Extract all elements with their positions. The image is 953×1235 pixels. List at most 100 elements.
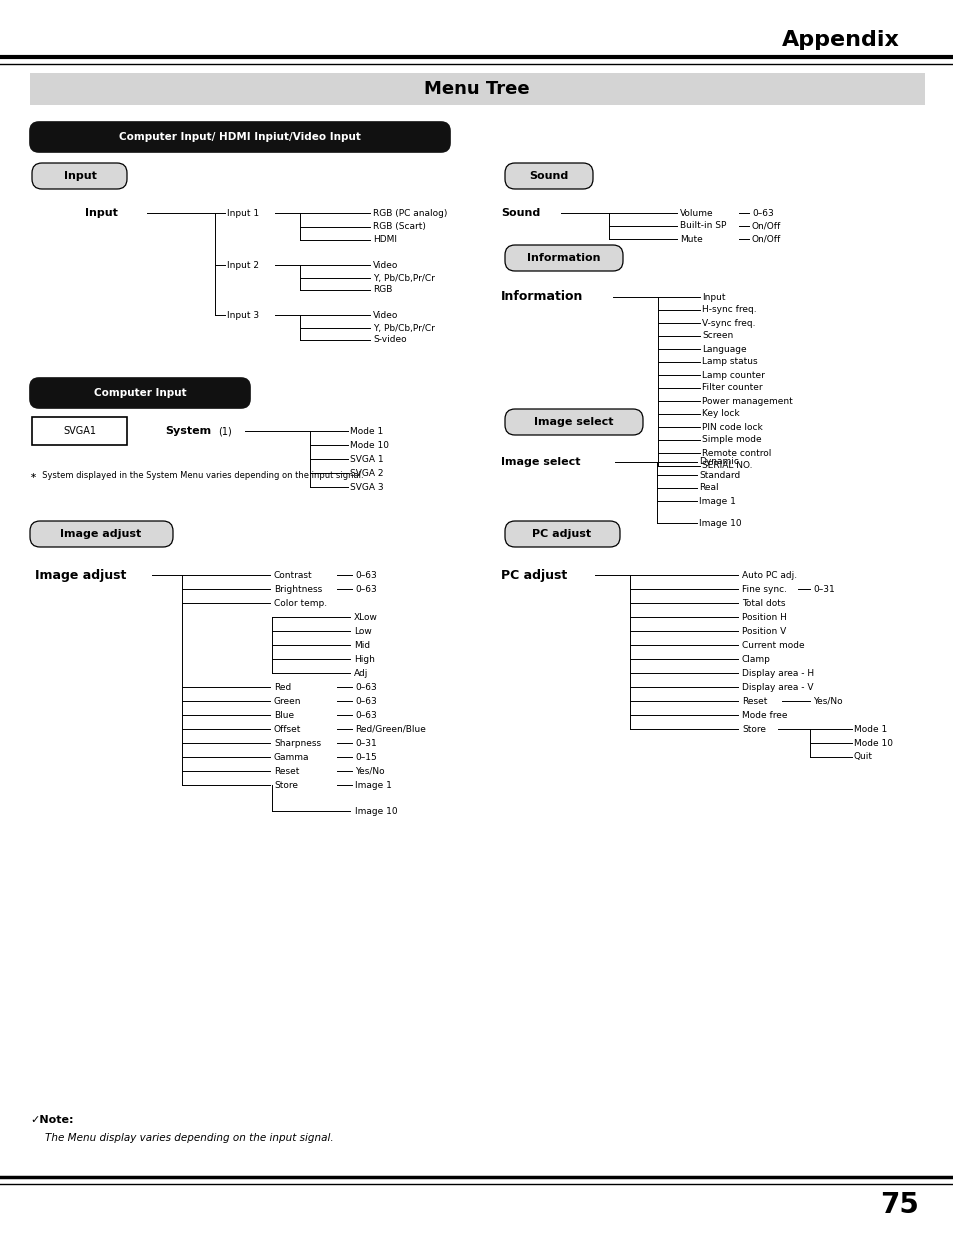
Text: 0–63: 0–63 [751,209,773,217]
Text: Gamma: Gamma [274,752,309,762]
Text: Computer Input: Computer Input [93,388,186,398]
Text: V-sync freq.: V-sync freq. [701,319,755,327]
Text: Reset: Reset [274,767,299,776]
Text: (1): (1) [218,426,232,436]
Text: Display area - V: Display area - V [741,683,813,692]
Text: Position H: Position H [741,613,786,621]
Text: SVGA 1: SVGA 1 [350,454,383,463]
Text: Mode 10: Mode 10 [350,441,389,450]
FancyBboxPatch shape [30,122,450,152]
Text: Real: Real [699,483,718,493]
Text: 0–63: 0–63 [355,697,376,705]
Text: Image 1: Image 1 [699,496,735,505]
Text: Input 1: Input 1 [227,209,259,217]
Text: RGB: RGB [373,285,392,294]
Text: ∗  System displayed in the System Menu varies depending on the input signal.: ∗ System displayed in the System Menu va… [30,471,363,479]
Text: PIN code lock: PIN code lock [701,422,762,431]
Text: Input: Input [701,293,724,301]
Text: PC adjust: PC adjust [500,568,567,582]
Text: Position V: Position V [741,626,785,636]
Text: Red/Green/Blue: Red/Green/Blue [355,725,425,734]
Text: RGB (Scart): RGB (Scart) [373,222,425,231]
Text: Adj: Adj [354,668,368,678]
Text: Low: Low [354,626,372,636]
Text: Image select: Image select [500,457,579,467]
Text: Store: Store [274,781,297,789]
Text: SVGA 3: SVGA 3 [350,483,383,492]
Text: Appendix: Appendix [781,30,899,49]
Text: Y, Pb/Cb,Pr/Cr: Y, Pb/Cb,Pr/Cr [373,324,435,332]
Text: Power management: Power management [701,396,792,405]
Text: Current mode: Current mode [741,641,803,650]
Bar [32,417,127,445]
Text: Contrast: Contrast [274,571,313,579]
Text: Red: Red [274,683,291,692]
Text: H-sync freq.: H-sync freq. [701,305,756,315]
Text: Offset: Offset [274,725,301,734]
Text: Mode 10: Mode 10 [853,739,892,747]
Text: Input 2: Input 2 [227,261,258,269]
Text: Video: Video [373,261,398,269]
Text: Built-in SP: Built-in SP [679,221,725,231]
Text: Color temp.: Color temp. [274,599,327,608]
Text: ✓Note:: ✓Note: [30,1115,73,1125]
FancyBboxPatch shape [32,163,127,189]
Text: Screen: Screen [701,331,733,341]
Text: Total dots: Total dots [741,599,784,608]
Text: 0–63: 0–63 [355,584,376,594]
Text: The Menu display varies depending on the input signal.: The Menu display varies depending on the… [45,1132,334,1144]
Text: XLow: XLow [354,613,377,621]
Text: Auto PC adj.: Auto PC adj. [741,571,797,579]
Text: Input: Input [85,207,118,219]
Text: Lamp status: Lamp status [701,357,757,367]
Text: PC adjust: PC adjust [532,529,591,538]
Text: Mode 1: Mode 1 [350,426,383,436]
Text: Information: Information [527,253,600,263]
Text: On/Off: On/Off [751,235,781,243]
Text: Filter counter: Filter counter [701,384,761,393]
Text: Information: Information [500,290,583,304]
Text: SVGA1: SVGA1 [64,426,96,436]
Text: Language: Language [701,345,746,353]
Text: Yes/No: Yes/No [812,697,841,705]
Text: SVGA 2: SVGA 2 [350,468,383,478]
Text: Key lock: Key lock [701,410,739,419]
Text: Lamp counter: Lamp counter [701,370,764,379]
Text: 0–31: 0–31 [812,584,834,594]
Text: S-video: S-video [373,336,406,345]
Text: Mode free: Mode free [741,710,786,720]
Text: Dynamic: Dynamic [699,457,739,467]
FancyBboxPatch shape [30,521,172,547]
Text: Display area - H: Display area - H [741,668,813,678]
Text: Input: Input [64,170,96,182]
Text: 0–63: 0–63 [355,710,376,720]
Text: Menu Tree: Menu Tree [424,80,529,98]
Text: Brightness: Brightness [274,584,322,594]
Text: 75: 75 [880,1191,919,1219]
Text: Clamp: Clamp [741,655,770,663]
Text: Image adjust: Image adjust [35,568,126,582]
Text: Green: Green [274,697,301,705]
Text: Mute: Mute [679,235,702,243]
Text: Computer Input/ HDMI Inpiut/Video Input: Computer Input/ HDMI Inpiut/Video Input [119,132,360,142]
Text: Remote control: Remote control [701,448,771,457]
Text: Image 1: Image 1 [355,781,392,789]
Text: 0–31: 0–31 [355,739,376,747]
Text: Sound: Sound [500,207,539,219]
Text: Mode 1: Mode 1 [853,725,886,734]
Text: On/Off: On/Off [751,221,781,231]
FancyBboxPatch shape [504,163,593,189]
Text: RGB (PC analog): RGB (PC analog) [373,209,447,217]
Text: HDMI: HDMI [373,236,396,245]
Text: Sound: Sound [529,170,568,182]
FancyBboxPatch shape [504,245,622,270]
Text: Image 10: Image 10 [355,806,397,815]
Text: 0–15: 0–15 [355,752,376,762]
Text: Video: Video [373,310,398,320]
FancyBboxPatch shape [504,409,642,435]
Text: Simple mode: Simple mode [701,436,760,445]
Text: Volume: Volume [679,209,713,217]
Text: Y, Pb/Cb,Pr/Cr: Y, Pb/Cb,Pr/Cr [373,273,435,283]
Text: Image 10: Image 10 [699,519,740,527]
Text: 0–63: 0–63 [355,683,376,692]
